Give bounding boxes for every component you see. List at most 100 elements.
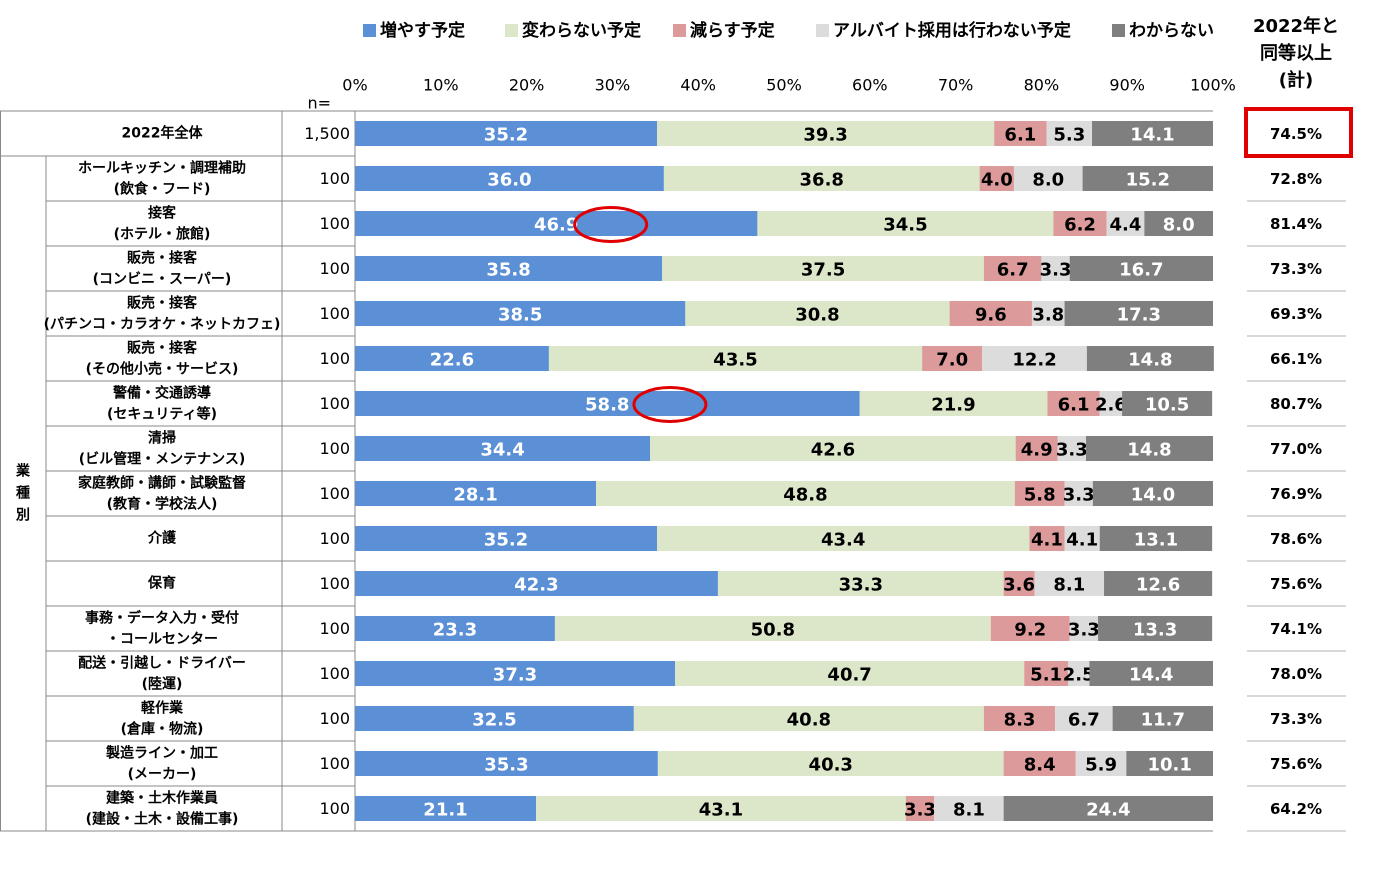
row-10-bar-5 bbox=[1104, 571, 1213, 596]
row-11-data-label-2: 50.8 bbox=[751, 620, 795, 641]
x-tick-label-1: 10% bbox=[423, 76, 459, 95]
row-9-data-label-5: 13.1 bbox=[1134, 530, 1178, 551]
row-13-bar-2 bbox=[633, 706, 984, 731]
row-6-data-label-4: 2.6 bbox=[1095, 395, 1127, 416]
row-13-data-label-5: 11.7 bbox=[1141, 710, 1185, 731]
row-15-data-label-1: 21.1 bbox=[423, 800, 467, 821]
row-6-data-label-3: 6.1 bbox=[1058, 395, 1090, 416]
row-14-data-label-4: 5.9 bbox=[1085, 755, 1117, 776]
row-6-data-label-1: 58.8 bbox=[585, 395, 629, 416]
x-tick-label-0: 0% bbox=[342, 76, 367, 95]
row-10-label: 保育 bbox=[147, 575, 176, 592]
legend-label-5: わからない bbox=[1129, 21, 1214, 41]
row-8-data-label-2: 48.8 bbox=[783, 485, 827, 506]
row-5-bar-5 bbox=[1086, 346, 1214, 371]
row-5-bar-2 bbox=[548, 346, 923, 371]
row-13-n-value: 100 bbox=[319, 709, 350, 728]
row-9-bar-1 bbox=[355, 526, 658, 551]
row-14-bar-5 bbox=[1126, 751, 1213, 776]
row-14-bar-2 bbox=[657, 751, 1004, 776]
group-label-char-2: 種 bbox=[16, 485, 30, 502]
row-2-highlight-circle bbox=[573, 206, 649, 243]
row-6-highlight-circle bbox=[632, 386, 708, 423]
row-10-bar-2 bbox=[717, 571, 1004, 596]
row-8-bar-2 bbox=[596, 481, 1015, 506]
row-7-data-label-2: 42.6 bbox=[811, 440, 855, 461]
row-3-bar-2 bbox=[662, 256, 984, 281]
row-15-bar-2 bbox=[536, 796, 906, 821]
row-9-bar-3 bbox=[1029, 526, 1065, 551]
row-11-bar-1 bbox=[355, 616, 555, 641]
row-4-data-label-1: 38.5 bbox=[498, 305, 542, 326]
row-6-bar-4 bbox=[1099, 391, 1123, 416]
row-12-bar-4 bbox=[1067, 661, 1090, 686]
row-8-data-label-4: 3.3 bbox=[1063, 485, 1095, 506]
total-n-value: 1,500 bbox=[304, 124, 350, 143]
total-bar-5 bbox=[1092, 121, 1213, 146]
row-14-data-label-2: 40.3 bbox=[809, 755, 853, 776]
row-5-bar-3 bbox=[922, 346, 983, 371]
row-12-data-label-3: 5.1 bbox=[1030, 665, 1062, 686]
x-tick-label-9: 90% bbox=[1109, 76, 1145, 95]
row-1-data-label-5: 15.2 bbox=[1126, 170, 1170, 191]
row-14-label-line-1: 製造ライン・加工 bbox=[105, 745, 218, 762]
row-12-n-value: 100 bbox=[319, 664, 350, 683]
row-2-data-label-4: 4.4 bbox=[1110, 215, 1142, 236]
row-7-data-label-4: 3.3 bbox=[1056, 440, 1088, 461]
row-2-bar-3 bbox=[1053, 211, 1107, 236]
row-6-label-line-1: 警備・交通誘導 bbox=[113, 385, 211, 402]
row-12-data-label-1: 37.3 bbox=[493, 665, 537, 686]
row-11-bar-4 bbox=[1069, 616, 1099, 641]
row-15-data-label-5: 24.4 bbox=[1086, 800, 1130, 821]
row-3-data-label-3: 6.7 bbox=[997, 260, 1029, 281]
row-13-bar-3 bbox=[983, 706, 1056, 731]
row-12-bar-5 bbox=[1089, 661, 1213, 686]
row-15-data-label-2: 43.1 bbox=[699, 800, 743, 821]
row-15-data-label-4: 8.1 bbox=[953, 800, 985, 821]
row-14-n-value: 100 bbox=[319, 754, 350, 773]
group-label-char-3: 別 bbox=[15, 508, 30, 524]
row-4-right-value: 69.3% bbox=[1270, 305, 1322, 323]
row-8-right-value: 76.9% bbox=[1270, 485, 1322, 503]
row-15-data-label-3: 3.3 bbox=[904, 800, 936, 821]
row-11-label-line-2: ・コールセンター bbox=[106, 632, 218, 648]
row-10-data-label-2: 33.3 bbox=[839, 575, 883, 596]
row-6-bar-1 bbox=[355, 391, 860, 416]
total-bar-2 bbox=[657, 121, 995, 146]
row-7-bar-2 bbox=[650, 436, 1016, 461]
row-8-label-line-1: 家庭教師・講師・試験監督 bbox=[78, 475, 246, 492]
x-tick-label-6: 60% bbox=[852, 76, 888, 95]
row-2-data-label-1: 46.9 bbox=[534, 215, 578, 236]
x-tick-label-8: 80% bbox=[1024, 76, 1060, 95]
row-9-bar-4 bbox=[1064, 526, 1100, 551]
row-9-n-value: 100 bbox=[319, 529, 350, 548]
row-4-data-label-3: 9.6 bbox=[975, 305, 1007, 326]
row-6-data-label-5: 10.5 bbox=[1145, 395, 1189, 416]
row-14-right-value: 75.6% bbox=[1270, 755, 1322, 773]
row-5-n-value: 100 bbox=[319, 349, 350, 368]
row-12-bar-3 bbox=[1024, 661, 1068, 686]
row-13-data-label-3: 8.3 bbox=[1004, 710, 1036, 731]
legend-label-1: 増やす予定 bbox=[380, 20, 465, 41]
row-8-data-label-5: 14.0 bbox=[1131, 485, 1175, 506]
row-3-bar-4 bbox=[1041, 256, 1070, 281]
row-6-bar-5 bbox=[1122, 391, 1213, 416]
row-15-bar-5 bbox=[1003, 796, 1213, 821]
row-5-data-label-5: 14.8 bbox=[1128, 350, 1172, 371]
row-5-label-line-1: 販売・接客 bbox=[127, 340, 198, 357]
row-7-bar-1 bbox=[355, 436, 651, 461]
row-10-bar-4 bbox=[1034, 571, 1105, 596]
row-7-data-label-5: 14.8 bbox=[1127, 440, 1171, 461]
row-3-label-line-2: (コンビニ・スーパー) bbox=[93, 272, 232, 288]
row-2-bar-1 bbox=[355, 211, 758, 236]
total-label: 2022年全体 bbox=[122, 125, 204, 142]
row-5-data-label-4: 12.2 bbox=[1012, 350, 1056, 371]
legend-label-2: 変わらない予定 bbox=[522, 20, 641, 41]
row-4-n-value: 100 bbox=[319, 304, 350, 323]
row-6-bar-3 bbox=[1047, 391, 1100, 416]
row-1-data-label-1: 36.0 bbox=[487, 170, 531, 191]
row-2-bar-4 bbox=[1106, 211, 1145, 236]
row-12-bar-2 bbox=[675, 661, 1025, 686]
row-3-bar-3 bbox=[983, 256, 1042, 281]
